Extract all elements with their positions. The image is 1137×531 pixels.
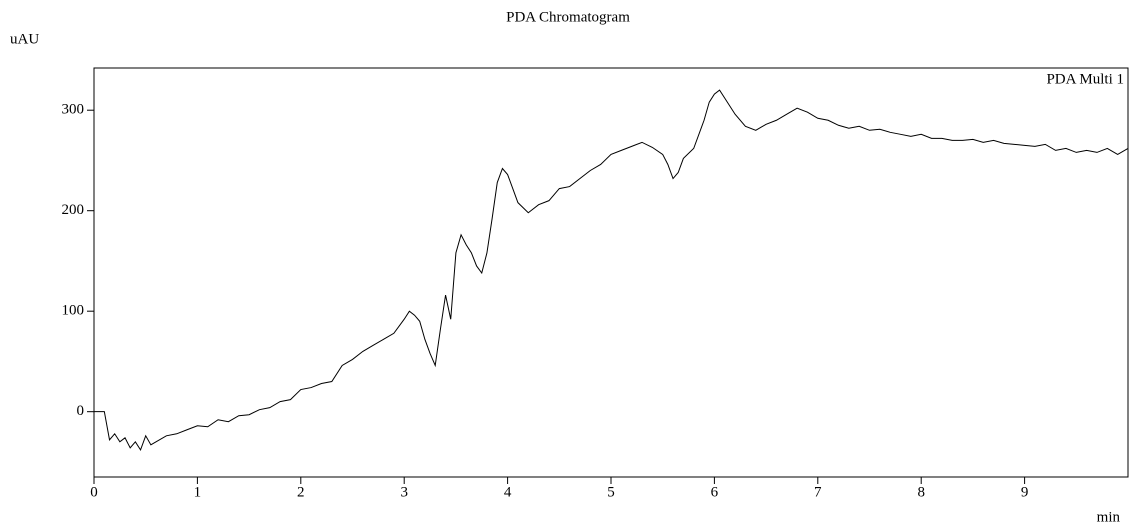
y-tick-label: 100 [62,303,85,319]
x-tick-label: 0 [90,484,98,500]
x-tick-label: 1 [194,484,202,500]
plot-frame [93,67,1129,478]
x-axis-label: min [1097,509,1121,525]
x-tick-label: 7 [814,484,822,500]
y-tick-label: 300 [62,102,85,118]
y-tick-label: 0 [77,403,85,419]
data-line [94,89,1129,451]
x-tick-label: 4 [504,484,512,500]
x-tick-label: 5 [607,484,615,500]
y-axis-label: uAU [10,31,39,47]
x-tick-label: 8 [917,484,925,500]
chart-title: PDA Chromatogram [506,9,630,25]
x-tick-label: 2 [297,484,305,500]
x-tick-label: 6 [711,484,719,500]
y-tick-label: 200 [62,202,85,218]
legend-entry: PDA Multi 1 [1046,71,1124,87]
x-tick-label: 3 [400,484,408,500]
x-tick-label: 9 [1021,484,1029,500]
